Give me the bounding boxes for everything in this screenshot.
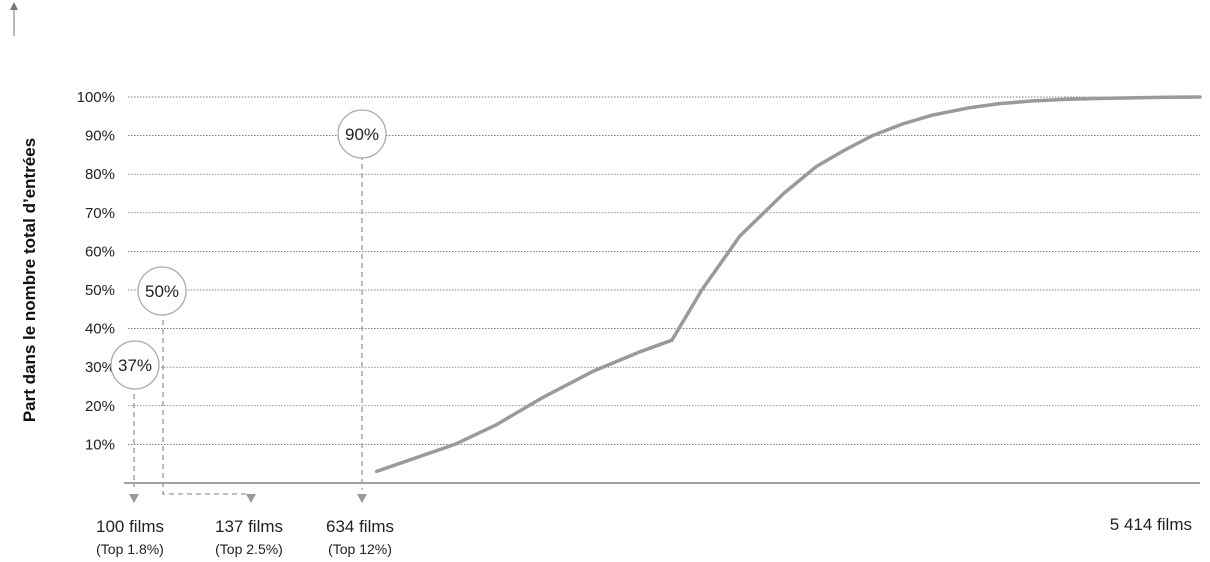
- leader-line-137: [162, 311, 250, 495]
- annotation-label: 50%: [145, 282, 179, 301]
- annotation-circle: [137, 266, 187, 316]
- y-tick-label: 20%: [85, 398, 115, 415]
- y-tick-label: 40%: [85, 321, 115, 338]
- y-tick-label: 70%: [85, 205, 115, 222]
- y-tick-label: 30%: [85, 359, 115, 376]
- marker-arrow-0: [129, 494, 139, 503]
- x-marker-label: 100 films: [96, 517, 164, 536]
- marker-arrow-1: [246, 494, 256, 503]
- x-marker-label: 634 films: [326, 517, 394, 536]
- series-line: [374, 95, 1202, 474]
- y-tick-label: 10%: [85, 436, 115, 453]
- x-marker-sublabel: (Top 1.8%): [96, 541, 164, 557]
- x-marker-sublabel: (Top 12%): [328, 541, 392, 557]
- y-tick-label: 50%: [85, 282, 115, 299]
- y-tick-label: 80%: [85, 166, 115, 183]
- annotation-label: 90%: [345, 125, 379, 144]
- y-axis-arrow-head: [10, 2, 18, 10]
- annotation-circle: [337, 109, 387, 159]
- x-total-label: 5 414 films: [1110, 515, 1192, 534]
- y-tick-label: 100%: [77, 89, 115, 106]
- marker-arrow-2: [357, 494, 367, 503]
- y-tick-label: 60%: [85, 243, 115, 260]
- x-marker-sublabel: (Top 2.5%): [215, 541, 283, 557]
- y-tick-label: 90%: [85, 128, 115, 145]
- annotation-label: 37%: [118, 356, 152, 375]
- x-marker-label: 137 films: [215, 517, 283, 536]
- annotation-circle: [110, 340, 160, 390]
